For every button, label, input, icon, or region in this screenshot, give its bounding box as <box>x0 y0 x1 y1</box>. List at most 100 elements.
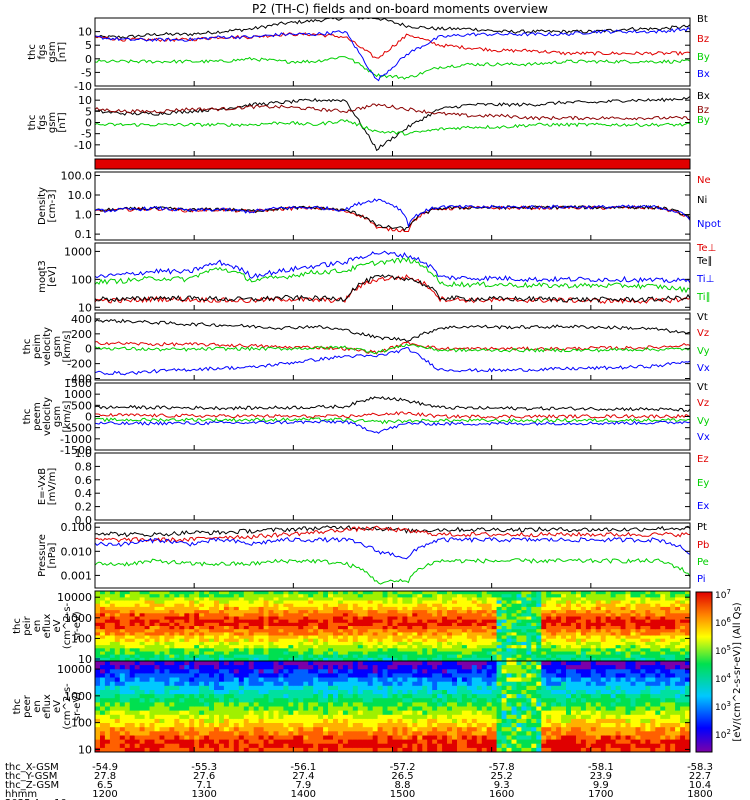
spectrogram-cell <box>486 600 493 605</box>
spectrogram-cell <box>442 616 448 621</box>
spectrogram-cell <box>184 694 190 699</box>
spectrogram-cell <box>233 694 240 699</box>
spectrogram-cell <box>476 641 483 646</box>
spectrogram-cell <box>333 731 339 736</box>
spectrogram-cell <box>149 702 156 708</box>
spectrogram-cell <box>362 714 369 720</box>
legend-Pe: Pe <box>697 557 709 568</box>
spectrogram-cell <box>273 591 280 595</box>
spectrogram-cell <box>109 657 116 661</box>
spectrogram-cell <box>293 591 299 595</box>
spectrogram-cell <box>313 706 319 712</box>
spectrogram-cell <box>546 641 552 646</box>
spectrogram-cell <box>238 606 245 611</box>
spectrogram-cell <box>600 594 607 598</box>
spectrogram-cell <box>605 606 612 611</box>
spectrogram-cell <box>476 651 483 656</box>
spectrogram-cell <box>268 702 275 708</box>
spectrogram-cell <box>382 677 389 683</box>
spectrogram-cell <box>303 600 309 605</box>
spectrogram-cell <box>214 677 220 683</box>
spectrogram-cell <box>357 632 364 637</box>
spectrogram-cell <box>263 594 270 598</box>
spectrogram-cell <box>551 651 557 656</box>
spectrogram-cell <box>595 632 602 637</box>
spectrogram-cell <box>318 681 324 687</box>
spectrogram-cell <box>204 632 210 637</box>
spectrogram-cell <box>114 622 121 627</box>
spectrogram-cell <box>109 638 116 643</box>
spectrogram-cell <box>104 661 111 666</box>
spectrogram-cell <box>144 661 151 666</box>
spectrogram-cell <box>318 698 324 703</box>
spectrogram-cell <box>303 622 309 627</box>
spectrogram-cell <box>481 665 488 670</box>
spectrogram-cell <box>263 606 270 611</box>
spectrogram-cell <box>481 735 488 741</box>
spectrogram-cell <box>204 723 210 728</box>
spectrogram-cell <box>119 702 126 708</box>
spectrogram-cell <box>392 727 399 732</box>
spectrogram-cell <box>263 694 270 699</box>
spectrogram-cell <box>298 616 304 621</box>
spectrogram-cell <box>476 718 483 724</box>
spectrogram-cell <box>501 739 508 745</box>
spectrogram-cell <box>313 606 319 611</box>
spectrogram-cell <box>214 665 220 670</box>
spectrogram-cell <box>412 706 418 712</box>
spectrogram-cell <box>288 616 294 621</box>
spectrogram-cell <box>144 622 151 627</box>
spectrogram-cell <box>546 710 552 716</box>
spectrogram-cell <box>457 641 463 646</box>
spectrogram-cell <box>263 651 270 656</box>
spectrogram-cell <box>288 723 294 728</box>
spectrogram-cell <box>397 654 404 659</box>
spectrogram-cell <box>134 622 141 627</box>
spectrogram-cell <box>169 673 175 679</box>
spectrogram-cell <box>209 610 215 614</box>
spectrogram-cell <box>214 731 220 736</box>
spectrogram-cell <box>382 622 389 627</box>
spectrogram-cell <box>347 743 354 749</box>
spectrogram-cell <box>308 641 314 646</box>
spectrogram-cell <box>491 600 498 605</box>
spectrogram-cell <box>149 681 156 687</box>
spectrogram-cell <box>461 635 468 640</box>
spectrogram-cell <box>164 681 170 687</box>
spectrogram-cell <box>561 632 567 637</box>
spectrogram-cell <box>461 603 468 608</box>
spectrogram-cell <box>561 641 567 646</box>
spectrogram-cell <box>605 632 612 637</box>
spectrogram-cell <box>104 685 111 691</box>
spectrogram-cell <box>283 654 289 659</box>
spectrogram-cell <box>372 648 379 653</box>
spectrogram-cell <box>293 594 299 598</box>
spectrogram-cell <box>159 597 166 602</box>
spectrogram-cell <box>129 723 136 728</box>
spectrogram-cell <box>174 727 180 732</box>
spectrogram-cell <box>585 651 592 656</box>
spectrogram-cell <box>457 619 463 624</box>
spectrogram-cell <box>576 603 582 608</box>
spectrogram-cell <box>293 727 299 732</box>
spectrogram-cell <box>551 665 557 670</box>
spectrogram-cell <box>486 747 493 752</box>
spectrogram-cell <box>546 635 552 640</box>
spectrogram-cell <box>506 743 513 749</box>
spectrogram-cell <box>139 747 146 752</box>
spectrogram-cell <box>253 706 260 712</box>
panel-2 <box>94 158 691 170</box>
spectrogram-cell <box>432 706 438 712</box>
spectrogram-cell <box>164 638 170 643</box>
spectrogram-cell <box>491 747 498 752</box>
spectrogram-cell <box>457 651 463 656</box>
spectrogram-cell <box>442 673 448 679</box>
spectrogram-cell <box>313 681 319 687</box>
spectrogram-cell <box>313 673 319 679</box>
spectrogram-cell <box>590 591 597 595</box>
spectrogram-cell <box>233 685 240 691</box>
spectrogram-cell <box>561 610 567 614</box>
spectrogram-cell <box>184 606 190 611</box>
spectrogram-cell <box>387 657 394 661</box>
spectrogram-cell <box>665 651 671 656</box>
